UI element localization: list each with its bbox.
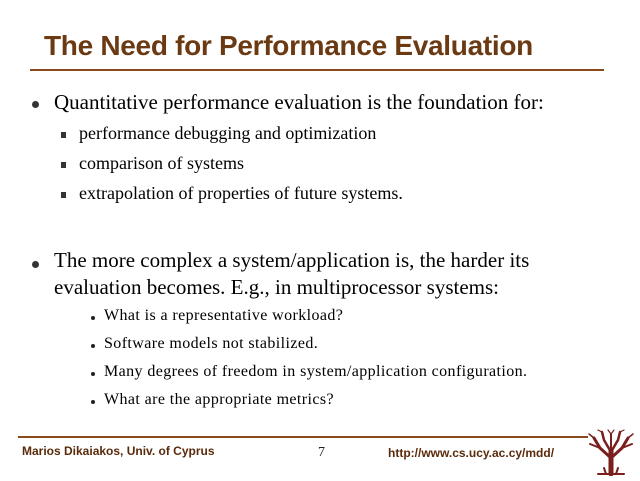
bullet-2-sub-2: Software models not stabilized. <box>104 335 319 352</box>
footer-author: Marios Dikaiakos, Univ. of Cyprus <box>22 444 215 458</box>
bullet-2-line-1: The more complex a system/application is… <box>54 248 530 272</box>
sub-bullet-square-icon <box>61 192 66 198</box>
university-tree-logo-icon <box>586 428 636 477</box>
sub-bullet-square-icon <box>61 162 66 168</box>
footer-divider <box>18 436 588 438</box>
bullet-dot-icon <box>32 261 39 268</box>
footer-url[interactable]: http://www.cs.ucy.ac.cy/mdd/ <box>388 446 555 460</box>
sub-bullet-dot-icon <box>91 400 95 404</box>
sub-bullet-dot-icon <box>91 344 95 348</box>
title-divider <box>30 69 604 71</box>
bullet-dot-icon <box>32 101 39 108</box>
sub-bullet-dot-icon <box>91 316 95 320</box>
page-number: 7 <box>318 445 325 460</box>
bullet-1-sub-3: extrapolation of properties of future sy… <box>79 183 403 203</box>
bullet-1-sub-2: comparison of systems <box>79 153 244 173</box>
sub-bullet-square-icon <box>61 132 66 138</box>
bullet-2-sub-3: Many degrees of freedom in system/applic… <box>104 363 528 380</box>
slide-title: The Need for Performance Evaluation <box>44 30 533 61</box>
bullet-2-sub-1: What is a representative workload? <box>104 307 344 324</box>
bullet-2-sub-4: What are the appropriate metrics? <box>104 391 334 408</box>
bullet-2-line-2: evaluation becomes. E.g., in multiproces… <box>54 275 499 299</box>
bullet-1-text: Quantitative performance evaluation is t… <box>54 90 544 114</box>
bullet-1-sub-1: performance debugging and optimization <box>79 123 377 143</box>
sub-bullet-dot-icon <box>91 372 95 376</box>
